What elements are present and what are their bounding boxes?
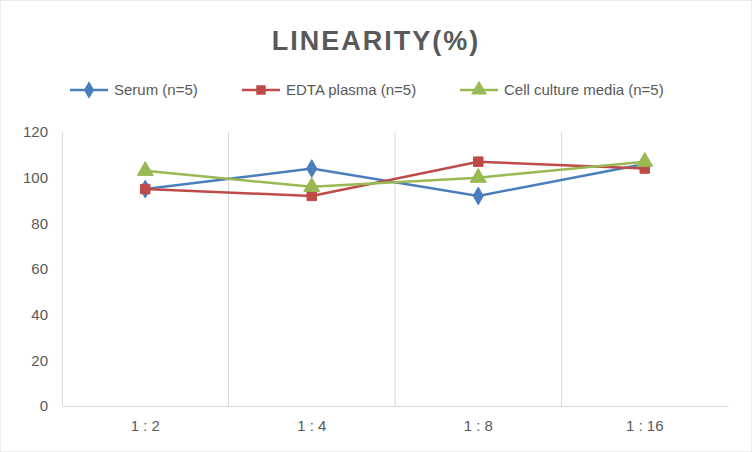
title: LINEARITY(%) [272,26,481,56]
x-tick-label: 1 : 4 [297,417,326,434]
legend-item: Cell culture media (n=5) [460,81,664,98]
legend-marker [256,85,265,94]
background [0,0,752,452]
legend-item: EDTA plasma (n=5) [242,81,416,98]
series-marker [141,184,150,193]
x-tick: 1 : 2 [131,417,160,434]
y-tick: 120 [23,123,62,140]
y-axis-line [62,133,63,407]
x-tick-label: 1 : 2 [131,417,160,434]
series-marker [637,152,653,166]
series-marker [304,178,320,192]
legend-marker [471,81,487,95]
series-marker [307,191,316,200]
x-tick: 1 : 8 [464,417,493,434]
y-tick: 60 [31,260,62,277]
series-marker [470,168,486,182]
legend-label: Serum (n=5) [114,81,198,98]
series-marker [307,160,317,178]
plot-area [137,152,652,204]
x-axis-line [63,406,729,407]
x-tick: 1 : 16 [626,417,664,434]
series-line [145,162,645,187]
series-marker [137,162,153,176]
legend-label: Cell culture media (n=5) [504,81,664,98]
y-tick: 100 [23,169,62,186]
series-marker [140,180,150,198]
y-tick: 0 [40,397,62,414]
y-tick-label: 0 [40,397,48,414]
legend-label: EDTA plasma (n=5) [286,81,416,98]
x-axis: 1 : 2 1 : 4 1 : 8 1 : 16 [63,407,729,434]
y-tick-label: 20 [31,352,48,369]
category-divider [395,132,396,406]
x-tick-label: 1 : 8 [464,417,493,434]
legend-item: Serum (n=5) [70,81,198,99]
y-tick: 20 [31,352,62,369]
y-tick-label: 60 [31,260,48,277]
y-tick: 80 [31,215,62,232]
y-axis: 0 20 40 60 80 100 120 [23,123,63,414]
category-divider [561,132,562,406]
x-tick-label: 1 : 16 [626,417,664,434]
category-divider [228,132,229,406]
y-tick: 40 [31,306,62,323]
y-tick-label: 40 [31,306,48,323]
x-tick: 1 : 4 [297,417,326,434]
y-tick-label: 100 [23,169,48,186]
chart: LINEARITY(%)0204060801001201 : 21 : 41 :… [0,0,752,452]
legend-marker [84,81,94,99]
legend: Serum (n=5) EDTA plasma (n=5) Cell culture… [70,81,664,99]
y-tick-label: 120 [23,123,48,140]
series-marker [474,157,483,166]
series-marker [473,187,483,205]
y-tick-label: 80 [31,215,48,232]
series-line [145,162,645,196]
